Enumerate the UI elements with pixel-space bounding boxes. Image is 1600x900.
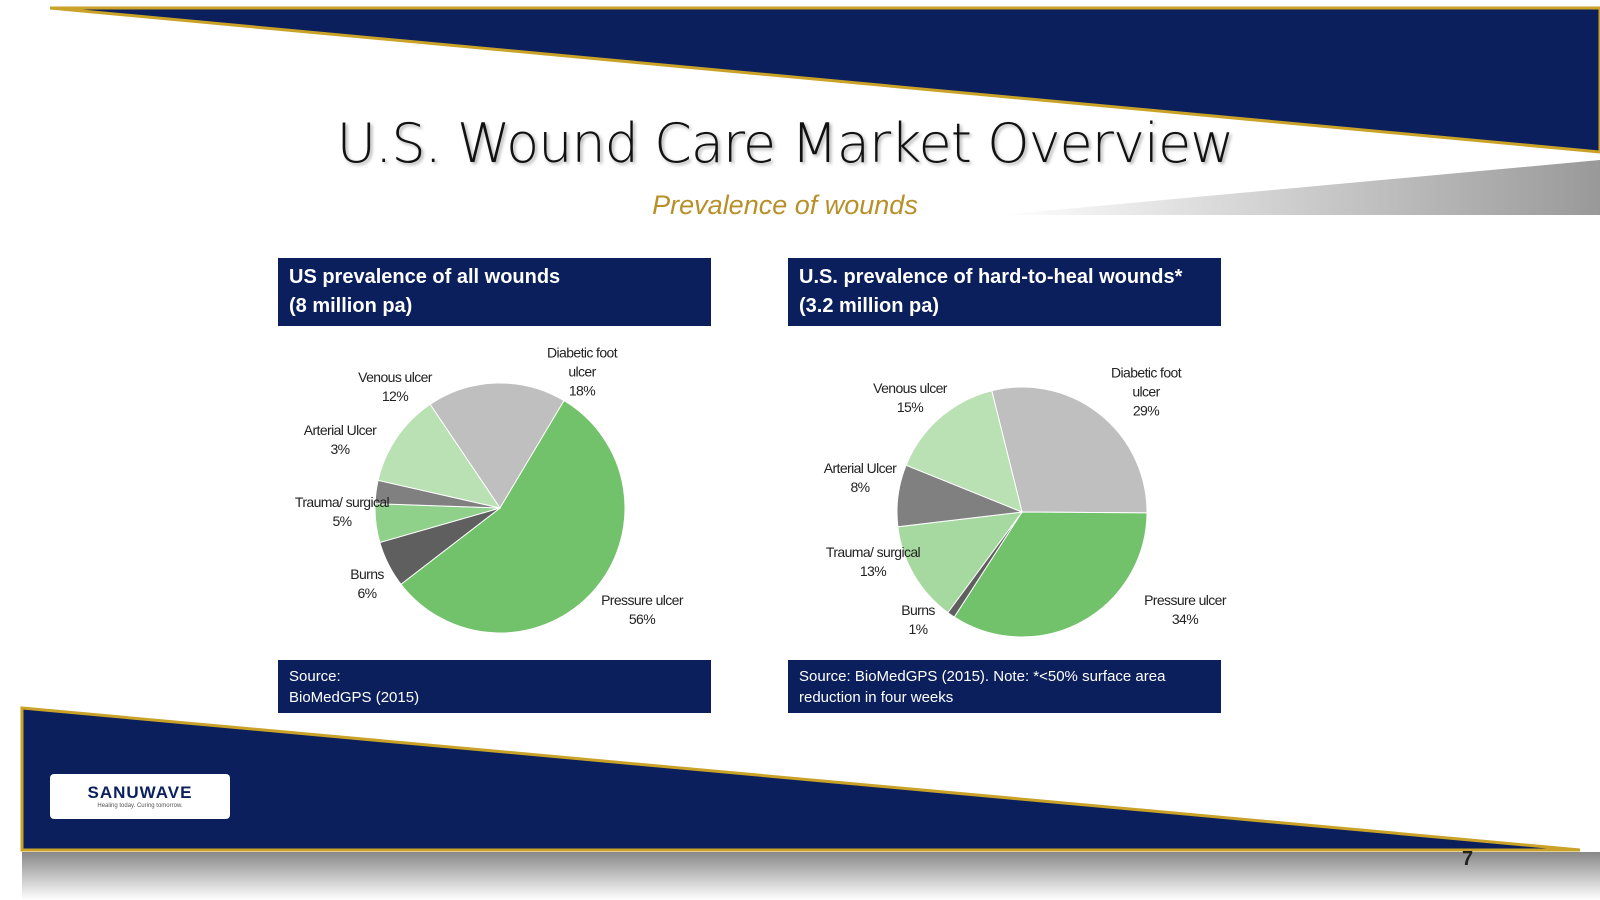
bottom-band — [20, 706, 1581, 852]
slice-name: Venous ulcer — [358, 369, 432, 385]
slice-value: 29% — [1132, 402, 1160, 419]
slice-value: 18% — [568, 382, 596, 399]
chart-title: (3.2 million pa) — [799, 295, 940, 317]
chart-title: (8 million pa) — [289, 295, 413, 317]
slice-label: Venous ulcer 12% — [347, 368, 443, 406]
slice-name: Burns — [350, 566, 384, 582]
page-number: 7 — [1462, 848, 1474, 870]
chart-title: U.S. prevalence of hard-to-heal wounds* — [799, 266, 1183, 288]
chart-header: U.S. prevalence of hard-to-heal wounds* (… — [788, 258, 1221, 326]
decor — [1000, 160, 1600, 215]
slice-name: Venous ulcer — [873, 380, 947, 396]
slice-label: Burns 6% — [319, 565, 415, 603]
slice-name: Pressure ulcer — [1144, 592, 1226, 608]
slice-value: 15% — [896, 399, 924, 415]
slice-name: Arterial Ulcer — [303, 422, 377, 438]
decor — [22, 852, 1600, 900]
slice-label: Arterial Ulcer 3% — [292, 421, 388, 459]
slice-label: Pressure ulcer 56% — [594, 591, 690, 629]
slice-label: Trauma/ surgical 5% — [294, 493, 390, 531]
slice-label: Arterial Ulcer 8% — [812, 459, 908, 497]
source-line: Source: BioMedGPS (2015). Note: *<50% su… — [799, 668, 1166, 685]
slice-name: Pressure ulcer — [601, 592, 683, 608]
slide-title: U.S. Wound Care Market Overview — [336, 112, 1235, 175]
slice-label: Diabetic foot ulcer 18% — [534, 344, 630, 401]
slice-value: 8% — [850, 479, 870, 495]
top-band — [49, 6, 1600, 154]
chart-title: US prevalence of all wounds — [289, 266, 561, 288]
slice-value: 34% — [1171, 611, 1199, 627]
slice-value: 6% — [357, 585, 377, 601]
slice-value: 5% — [332, 513, 352, 529]
slice-label: Venous ulcer 15% — [862, 379, 958, 417]
slice-label: Trauma/ surgical 13% — [825, 543, 921, 581]
slice-label: Burns 1% — [870, 601, 966, 639]
slice-label: Diabetic foot ulcer 29% — [1098, 364, 1194, 421]
chart-source: Source: BioMedGPS (2015) — [278, 660, 711, 713]
logo: SANUWAVE Healing today. Curing tomorrow. — [50, 774, 230, 819]
slice-value: 56% — [628, 611, 656, 627]
slice-name: Trauma/ surgical — [825, 544, 921, 560]
chart-header: US prevalence of all wounds (8 million pa… — [278, 258, 711, 326]
slice-name: Arterial Ulcer — [823, 460, 897, 476]
slice-name: Diabetic foot ulcer — [546, 344, 618, 380]
slice-label: Pressure ulcer 34% — [1137, 591, 1233, 629]
slice-name: Burns — [901, 602, 935, 618]
logo-tagline: Healing today. Curing tomorrow. — [97, 803, 183, 809]
slide-subtitle: Prevalence of wounds — [652, 190, 918, 220]
source-line: Source: — [289, 668, 341, 685]
source-line: reduction in four weeks — [799, 689, 954, 706]
logo-name: SANUWAVE — [87, 783, 193, 802]
slice-value: 3% — [330, 441, 350, 457]
slice-name: Diabetic foot ulcer — [1110, 364, 1182, 400]
slice-name: Trauma/ surgical — [294, 494, 390, 510]
slice-value: 12% — [381, 388, 409, 404]
chart-source: Source: BioMedGPS (2015). Note: *<50% su… — [788, 660, 1221, 713]
source-line: BioMedGPS (2015) — [289, 689, 420, 706]
slice-value: 1% — [908, 621, 928, 637]
slice-value: 13% — [859, 563, 887, 579]
